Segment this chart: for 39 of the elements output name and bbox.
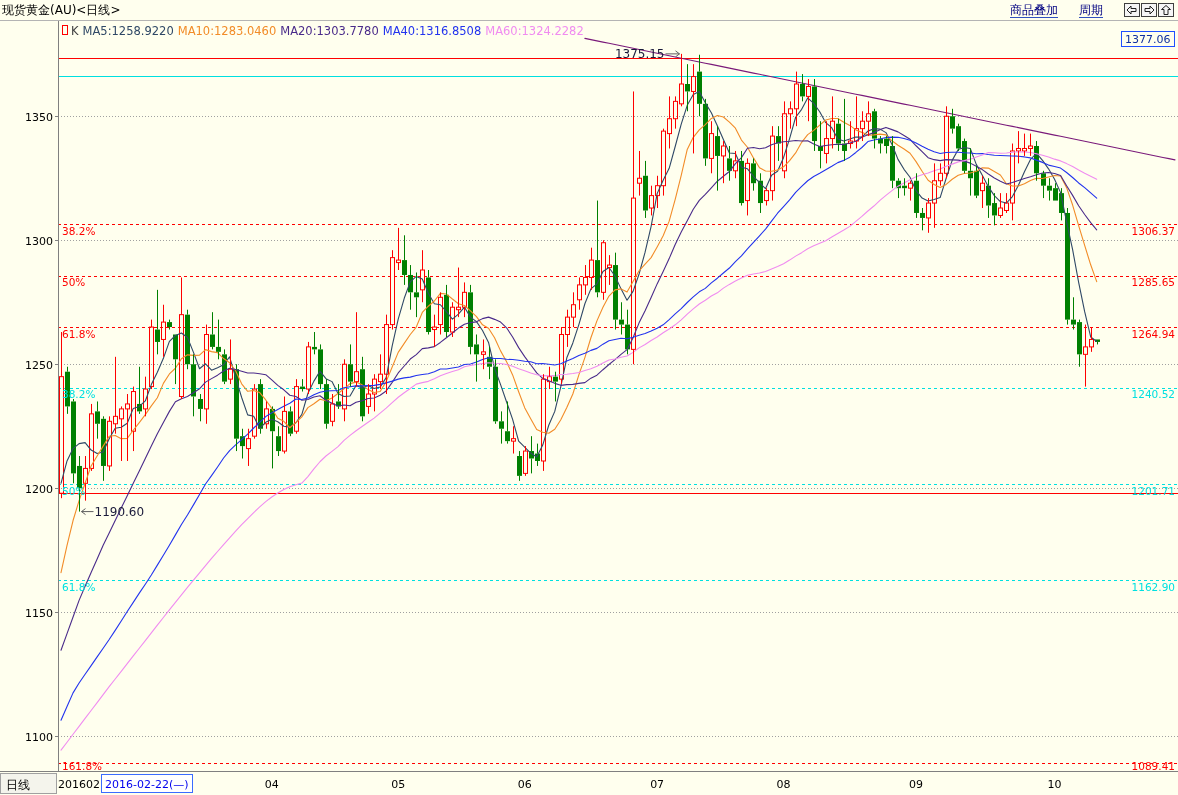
period-tab: 日线 bbox=[0, 773, 57, 794]
legend-item: MA60:1324.2282 bbox=[485, 24, 584, 38]
x-tick-label: 06 bbox=[517, 778, 532, 791]
legend-item: MA20:1303.7780 bbox=[280, 24, 379, 38]
y-tick-label: 1100 bbox=[25, 730, 53, 744]
y-tick-label: 1250 bbox=[25, 358, 53, 372]
ref-label: 1306.37 bbox=[1131, 224, 1175, 237]
x-tick-label: 08 bbox=[776, 778, 791, 791]
x-tick-label: 04 bbox=[264, 778, 279, 791]
legend-label: K bbox=[71, 24, 79, 38]
extreme-label: 1375.15 bbox=[614, 46, 680, 61]
legend-item: K bbox=[62, 24, 79, 38]
legend-item: MA10:1283.0460 bbox=[177, 24, 277, 38]
ref-note: 50% bbox=[62, 276, 86, 289]
x-tick-label: 05 bbox=[391, 778, 406, 791]
annotation: 1377.06 bbox=[1125, 33, 1171, 46]
ref-note: 61.8% bbox=[62, 327, 96, 340]
price-box: 1377.06 bbox=[1121, 31, 1175, 47]
header-link: 周期 bbox=[1078, 3, 1104, 18]
ref-label: 1264.94 bbox=[1131, 327, 1175, 340]
ref-label: 1240.52 bbox=[1131, 388, 1175, 401]
annotation: 1375.15 bbox=[614, 46, 665, 61]
ref-note: 61.8% bbox=[62, 580, 96, 593]
y-tick-label: 1200 bbox=[25, 482, 53, 496]
y-tick-label: 1350 bbox=[25, 110, 53, 124]
legend-item: MA40:1316.8508 bbox=[382, 24, 482, 38]
x-tick-label: 201602 bbox=[58, 778, 101, 791]
ref-label: 1285.65 bbox=[1131, 276, 1175, 289]
x-tick-label: 09 bbox=[909, 778, 924, 791]
ref-label: 1162.90 bbox=[1131, 580, 1175, 593]
x-tick-label: 10 bbox=[1047, 778, 1062, 791]
ref-note: 38.2% bbox=[62, 224, 96, 237]
y-tick-label: 1150 bbox=[25, 606, 53, 620]
legend-item: MA5:1258.9220 bbox=[82, 24, 174, 38]
header-link: 商品叠加 bbox=[1009, 3, 1059, 18]
x-tick-label: 07 bbox=[650, 778, 665, 791]
date-box: 2016-02-22(—) bbox=[101, 774, 193, 793]
y-tick-label: 1300 bbox=[25, 234, 53, 248]
chart-title: 现货黄金(AU)<日线> bbox=[2, 3, 121, 17]
